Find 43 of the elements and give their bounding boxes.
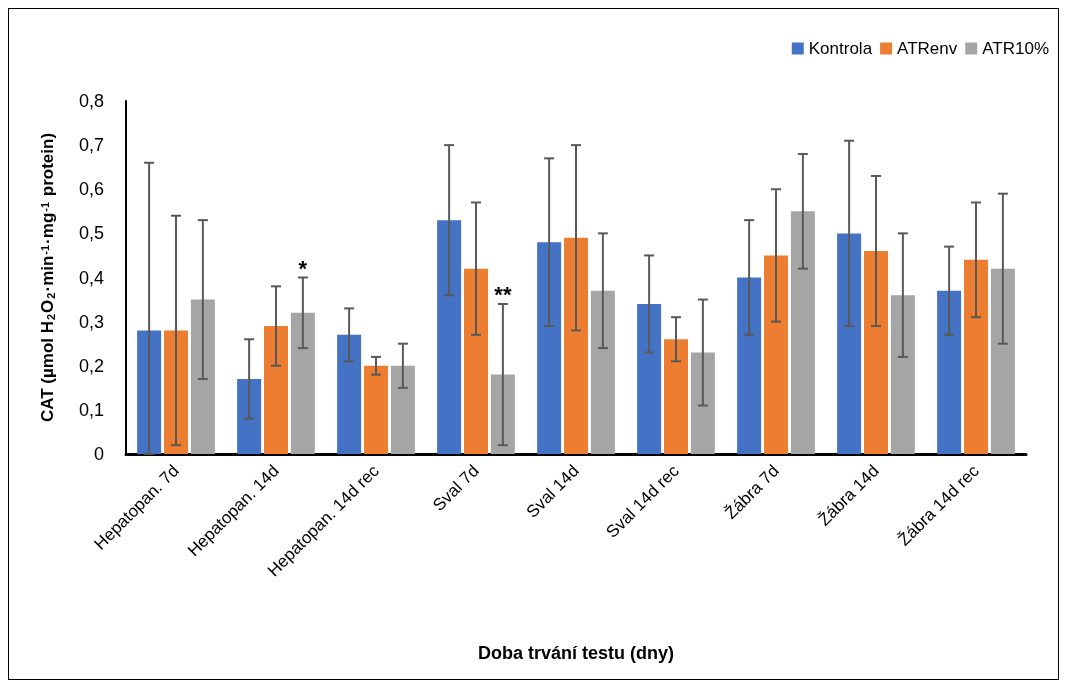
bar — [737, 277, 762, 454]
legend-label: Kontrola — [808, 39, 873, 58]
bar — [137, 330, 162, 454]
bar — [664, 339, 688, 454]
text: CAT (µmol H2O2·min-1·mg-1 protein) — [38, 132, 57, 423]
y-tick-label: 0,6 — [78, 179, 104, 200]
bar — [790, 211, 815, 454]
legend-label: ATRenv — [897, 39, 958, 58]
bar — [964, 259, 988, 454]
y-tick-label: 0,4 — [78, 267, 104, 288]
bar — [537, 242, 562, 454]
y-tick-label: 0,2 — [78, 355, 104, 376]
bar — [237, 378, 262, 454]
bar — [264, 326, 288, 454]
y-tick-label: 0,1 — [78, 399, 104, 420]
bar — [590, 290, 615, 454]
legend-label: ATR10% — [982, 39, 1049, 58]
bar — [864, 251, 888, 454]
y-tick-label: 0,5 — [78, 223, 104, 244]
bar — [564, 237, 588, 454]
bar — [364, 365, 388, 454]
bar — [490, 374, 515, 454]
annotation: * — [298, 256, 308, 281]
y-tick-label: 0 — [93, 444, 104, 464]
bar — [690, 352, 715, 454]
bar — [937, 290, 962, 454]
bar — [890, 295, 915, 454]
bar — [637, 303, 662, 454]
bar — [464, 268, 488, 454]
x-axis-title: Doba trvání testu (dny) — [477, 643, 675, 663]
y-tick-label: 0,3 — [78, 311, 104, 332]
bar — [390, 365, 415, 454]
bar — [337, 334, 362, 454]
bar — [190, 299, 215, 454]
bar — [290, 312, 315, 454]
bar — [837, 233, 862, 454]
bar — [164, 330, 188, 454]
annotation: ** — [494, 282, 512, 308]
y-tick-label: 0,8 — [78, 91, 104, 111]
bar — [990, 268, 1015, 454]
y-tick-label: 0,7 — [78, 135, 104, 156]
bar — [437, 220, 462, 454]
bar — [764, 255, 788, 454]
